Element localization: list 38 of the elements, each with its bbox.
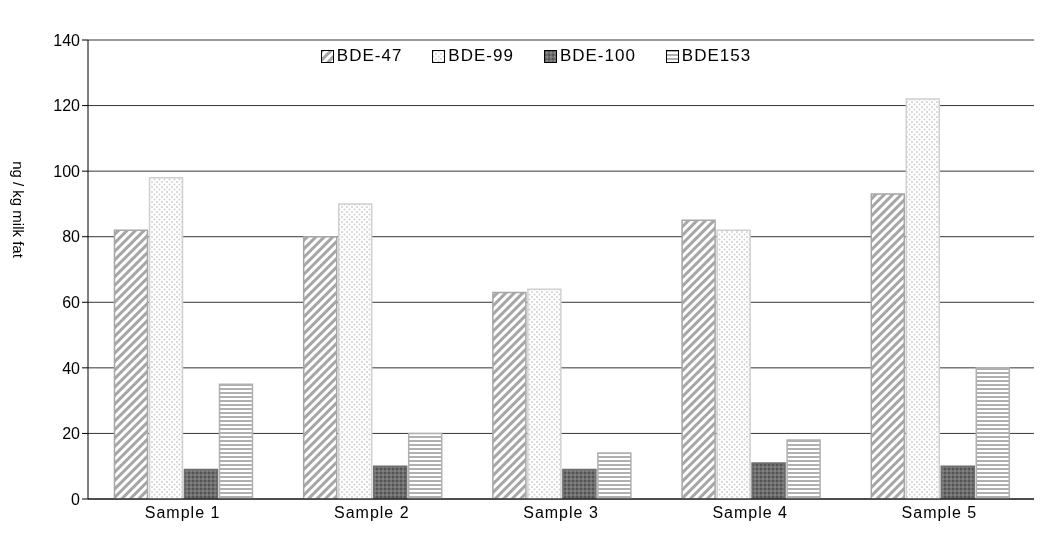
y-tick-label: 60 bbox=[62, 293, 81, 311]
y-tick-label: 100 bbox=[53, 162, 81, 180]
bar bbox=[218, 383, 254, 499]
y-tick-label: 40 bbox=[62, 359, 81, 377]
x-tick-label: Sample 4 bbox=[712, 504, 788, 522]
y-tick-label: 80 bbox=[62, 228, 81, 246]
bar bbox=[751, 462, 786, 499]
legend-label: BDE-100 bbox=[558, 46, 636, 66]
bar bbox=[870, 193, 906, 499]
bar bbox=[527, 288, 562, 499]
bar bbox=[492, 291, 527, 499]
bar bbox=[113, 229, 149, 499]
legend-label: BDE-99 bbox=[447, 46, 514, 66]
x-tick-label: Sample 3 bbox=[523, 504, 599, 522]
bar bbox=[716, 229, 751, 499]
bar bbox=[786, 439, 821, 499]
x-tick-label: Sample 1 bbox=[144, 504, 221, 522]
y-axis-title: ng / kg milk fat bbox=[9, 161, 27, 259]
bar bbox=[407, 432, 443, 499]
x-tick-label: Sample 5 bbox=[901, 504, 978, 522]
y-tick-label: 20 bbox=[62, 425, 81, 443]
bar bbox=[183, 468, 219, 499]
bar bbox=[372, 465, 408, 499]
y-tick-label: 120 bbox=[53, 97, 81, 115]
x-tick-label: Sample 2 bbox=[334, 504, 410, 522]
legend-label: BDE153 bbox=[680, 46, 752, 66]
bar bbox=[975, 367, 1011, 499]
bar bbox=[597, 452, 632, 499]
bar bbox=[940, 465, 976, 499]
bar bbox=[337, 203, 373, 499]
bar bbox=[681, 219, 716, 499]
bar bbox=[148, 176, 184, 499]
legend-label: BDE-47 bbox=[335, 46, 403, 66]
y-tick-label: 140 bbox=[53, 31, 81, 49]
bar bbox=[562, 468, 597, 499]
bar bbox=[302, 235, 338, 499]
y-tick-label: 0 bbox=[71, 490, 81, 508]
bar bbox=[905, 98, 941, 499]
